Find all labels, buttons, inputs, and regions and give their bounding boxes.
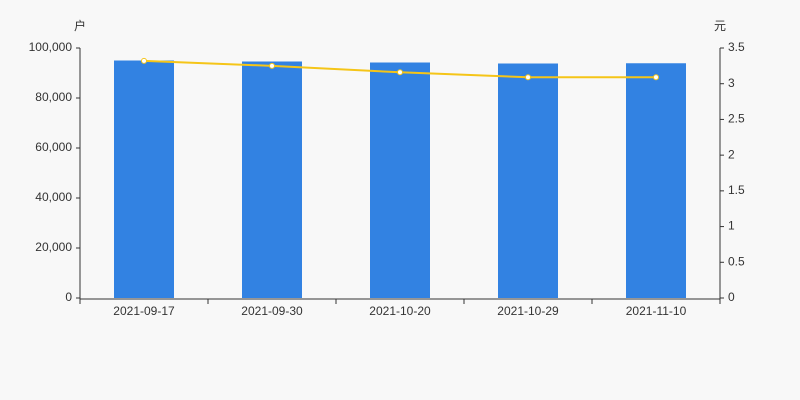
x-tick-label: 2021-11-10 (626, 304, 687, 318)
y-tick-label: 0 (65, 290, 72, 304)
line-point (653, 74, 659, 81)
y2-tick-label: 0.5 (728, 254, 745, 268)
line-point (525, 74, 531, 81)
line-point (269, 62, 275, 69)
y2-tick-label: 0 (728, 290, 735, 304)
y-tick-label: 20,000 (35, 240, 72, 254)
y2-tick-label: 1.5 (728, 183, 745, 197)
x-tick-label: 2021-09-17 (113, 304, 175, 318)
y2-tick-label: 2 (728, 147, 735, 161)
y2-tick-label: 2.5 (728, 112, 745, 126)
y-axis-unit: 户 (74, 18, 86, 33)
y2-tick-label: 3.5 (728, 40, 745, 54)
bar (626, 63, 686, 298)
y2-tick-label: 1 (728, 219, 735, 233)
line-point (397, 69, 403, 76)
bar (242, 61, 302, 298)
y-tick-label: 40,000 (35, 190, 72, 204)
y-tick-label: 60,000 (35, 140, 72, 154)
y2-axis-unit: 元 (714, 19, 726, 33)
x-tick-label: 2021-10-29 (497, 304, 559, 318)
line-point (141, 57, 147, 64)
y2-tick-label: 3 (728, 76, 735, 90)
x-tick-label: 2021-10-20 (369, 304, 431, 318)
bar (370, 62, 430, 298)
y-tick-label: 80,000 (35, 90, 72, 104)
bar (498, 63, 558, 298)
x-tick-label: 2021-09-30 (241, 304, 303, 318)
y-tick-label: 100,000 (29, 40, 73, 54)
bar (114, 60, 174, 298)
